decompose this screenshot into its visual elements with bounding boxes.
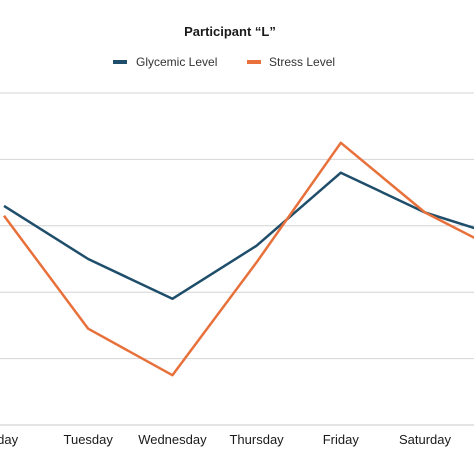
series-line-glycemic-level <box>3 171 474 301</box>
legend-swatch-glycemic <box>113 60 127 64</box>
x-tick-label: Thursday <box>229 432 284 447</box>
x-tick-label: Saturday <box>399 432 452 447</box>
legend-swatch-stress <box>247 60 261 64</box>
legend-label-stress: Stress Level <box>269 55 335 69</box>
x-axis-tick-labels: nday Tuesday Wednesday Thursday Friday Saturd… <box>0 432 452 447</box>
legend-label-glycemic: Glycemic Level <box>136 55 217 69</box>
x-tick-label: Wednesday <box>138 432 207 447</box>
legend-item-glycemic: Glycemic Level <box>113 55 217 69</box>
series-line-stress-level <box>2 141 474 377</box>
x-tick-label: Tuesday <box>64 432 114 447</box>
legend: Glycemic Level Stress Level <box>113 55 335 69</box>
series-layer <box>2 141 474 377</box>
x-tick-label: Friday <box>323 432 360 447</box>
x-tick-label: nday <box>0 432 19 447</box>
legend-item-stress: Stress Level <box>247 55 335 69</box>
chart-title: Participant “L” <box>184 24 276 39</box>
gridlines <box>0 92 474 426</box>
